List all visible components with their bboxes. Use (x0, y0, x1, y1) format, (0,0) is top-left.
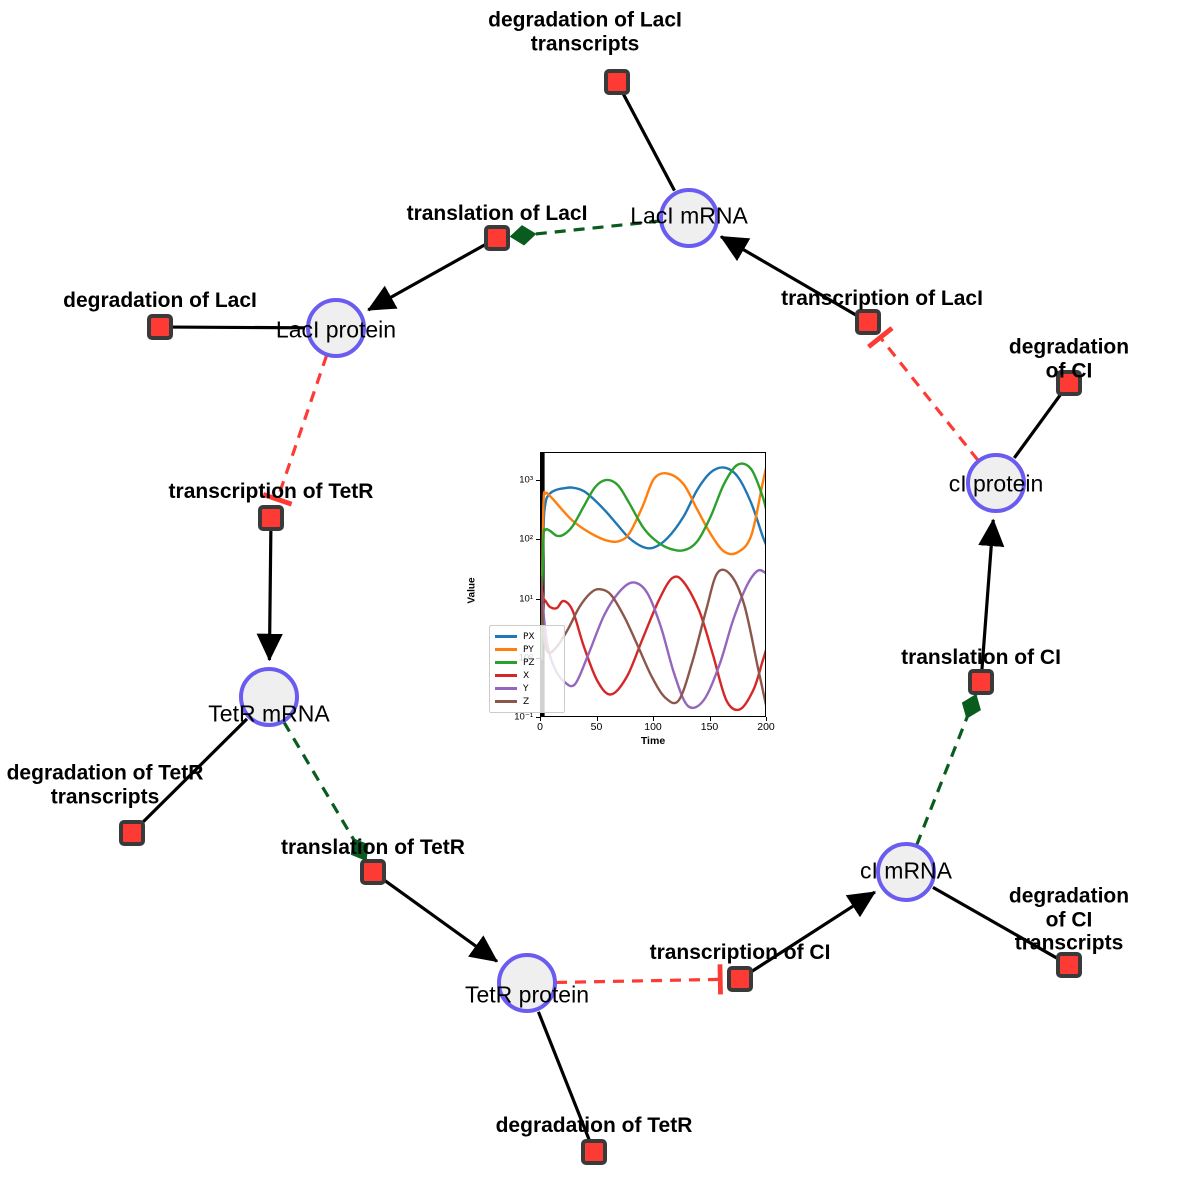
edge-consumption (536, 1011, 592, 1142)
edge-layer (139, 91, 1064, 1142)
species-node-ci_prot[interactable] (966, 453, 1026, 513)
legend-item-PZ: PZ (493, 656, 561, 669)
reaction-node-deg_tetr[interactable] (581, 1139, 607, 1165)
edge-consumption (139, 717, 249, 826)
legend-label-PY: PY (523, 644, 534, 655)
y-tick-label: 10² (519, 533, 533, 545)
edge-consumption (1012, 391, 1064, 459)
reaction-node-txn_tetr[interactable] (258, 505, 284, 531)
reaction-node-trans_tetr[interactable] (360, 859, 386, 885)
x-tick-label: 150 (700, 721, 719, 733)
species-label-laci_prot: LacI protein (275, 316, 397, 343)
legend-item-X: X (493, 669, 561, 682)
plot-axes (540, 452, 766, 717)
species-label-ci_mrna: cI mRNA (860, 857, 952, 884)
edge-production (256, 529, 283, 662)
legend-item-PY: PY (493, 643, 561, 656)
edge-production (978, 518, 1005, 671)
edge-inhibition (867, 326, 980, 462)
x-tick-label: 100 (644, 721, 662, 733)
legend-label-PX: PX (523, 631, 535, 642)
y-tick-mark (536, 717, 540, 718)
species-node-tetr_prot[interactable] (497, 953, 557, 1013)
legend-item-Y: Y (493, 682, 561, 695)
x-tick-mark (653, 717, 654, 721)
series-line-PY (541, 466, 765, 661)
series-line-X (541, 575, 765, 712)
species-node-laci_prot[interactable] (306, 298, 366, 358)
legend-label-Z: Z (523, 696, 530, 707)
legend-swatch-X (495, 674, 517, 677)
legend-label-X: X (523, 670, 530, 681)
species-node-laci_mrna[interactable] (659, 188, 719, 248)
node-layer (119, 69, 1082, 1165)
series-line-Y (541, 568, 765, 710)
plot-x-axis-label: Time (640, 735, 666, 747)
x-tick-label: 50 (590, 721, 603, 733)
legend-item-PX: PX (493, 630, 561, 643)
edge-inhibition (262, 354, 329, 507)
legend-swatch-Z (495, 700, 517, 703)
series-line-PX (541, 466, 765, 661)
y-tick-label: 10³ (519, 474, 533, 486)
x-tick-label: 200 (757, 721, 775, 733)
legend-item-Z: Z (493, 695, 561, 708)
plot-y-axis-label: Value (466, 577, 478, 604)
edge-consumption (621, 91, 676, 192)
y-tick-mark (536, 598, 540, 600)
legend-swatch-PX (495, 635, 517, 638)
species-label-ci_prot: cI protein (948, 470, 1044, 497)
reaction-node-txn_laci[interactable] (855, 309, 881, 335)
timecourse-plot: Value Time 10⁻¹10⁰10¹10²10³ 050100150200… (467, 441, 775, 748)
edge-modifier (915, 693, 981, 846)
series-line-PZ (541, 462, 765, 661)
edge-production (367, 242, 488, 312)
y-tick-mark (536, 480, 540, 482)
legend-label-PZ: PZ (523, 657, 535, 668)
reaction-node-deg_tetr_tr[interactable] (119, 820, 145, 846)
y-tick-label: 10¹ (519, 593, 533, 605)
x-tick-mark (540, 717, 541, 721)
species-label-tetr_prot: TetR protein (464, 981, 590, 1008)
reaction-node-deg_laci[interactable] (147, 314, 173, 340)
x-tick-mark (709, 717, 711, 721)
legend-swatch-PZ (495, 661, 517, 664)
edge-inhibition (555, 964, 723, 995)
plot-legend: PX PY PZ X Y Z (489, 625, 565, 713)
species-node-ci_mrna[interactable] (876, 842, 936, 902)
reaction-node-trans_laci[interactable] (484, 225, 510, 251)
series-line-Z (541, 568, 765, 706)
edge-production (381, 877, 499, 963)
reaction-node-deg_ci[interactable] (1056, 370, 1082, 396)
species-label-tetr_mrna: TetR mRNA (208, 700, 330, 727)
edge-modifier (282, 721, 369, 862)
plot-curves (541, 453, 765, 716)
edge-consumption (171, 325, 306, 330)
edge-modifier (509, 219, 661, 246)
edge-production (719, 235, 859, 318)
edge-consumption (932, 885, 1060, 961)
x-tick-mark (596, 717, 598, 721)
legend-swatch-Y (495, 687, 517, 690)
reaction-node-trans_ci[interactable] (968, 669, 994, 695)
y-tick-mark (536, 539, 540, 541)
reaction-node-deg_ci_tr[interactable] (1056, 952, 1082, 978)
y-tick-label: 10⁻¹ (514, 711, 533, 723)
species-label-laci_mrna: LacI mRNA (630, 202, 748, 229)
x-tick-label: 0 (537, 721, 543, 733)
reaction-node-txn_ci[interactable] (727, 966, 753, 992)
species-node-tetr_mrna[interactable] (239, 667, 299, 727)
reaction-node-deg_laci_tr[interactable] (604, 69, 630, 95)
edge-production (749, 890, 876, 974)
legend-swatch-PY (495, 648, 517, 651)
x-tick-mark (766, 717, 767, 721)
legend-label-Y: Y (523, 683, 529, 694)
